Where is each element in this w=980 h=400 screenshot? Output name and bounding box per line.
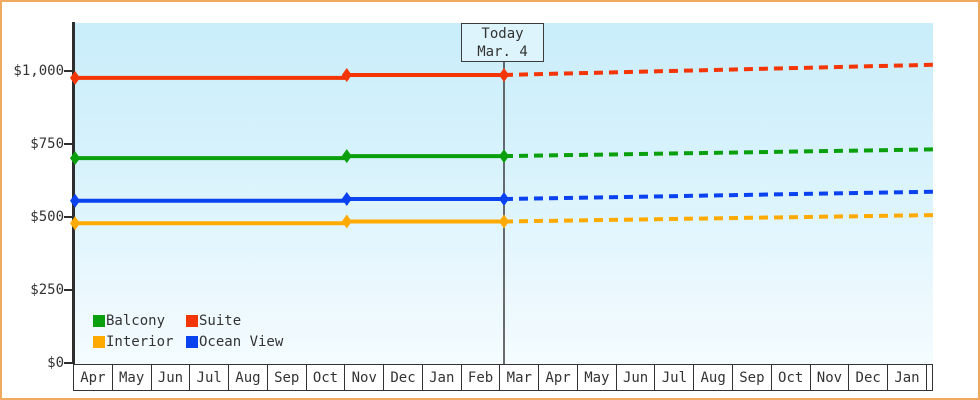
y-axis-label: $500	[30, 208, 64, 225]
y-axis-tick	[64, 215, 73, 218]
y-axis-tick	[64, 288, 73, 291]
month-label: Nov	[811, 365, 850, 390]
y-axis-tick	[64, 142, 73, 145]
month-label: Jun	[152, 365, 191, 390]
legend-label: Balcony	[106, 313, 166, 329]
month-label: May	[113, 365, 152, 390]
month-label: Apr	[74, 365, 113, 390]
legend: Balcony Suite Interior Ocean View	[93, 313, 283, 350]
month-label: Dec	[384, 365, 423, 390]
legend-swatch-balcony	[93, 315, 105, 327]
month-label: Oct	[772, 365, 811, 390]
legend-label: Ocean View	[199, 334, 284, 350]
month-label: Jun	[617, 365, 656, 390]
month-label: Nov	[345, 365, 385, 390]
y-axis-label: $250	[30, 281, 64, 298]
legend-item-ocean-view: Ocean View	[186, 334, 283, 350]
y-axis-label: $0	[47, 354, 64, 371]
month-label: May	[578, 365, 617, 390]
legend-label: Interior	[106, 334, 174, 350]
month-label: Oct	[307, 365, 346, 390]
y-axis-label: $1,000	[13, 62, 64, 79]
month-label: Jul	[190, 365, 230, 390]
legend-swatch-suite	[186, 315, 198, 327]
today-date: Mar. 4	[477, 44, 528, 60]
month-label: Jan	[423, 365, 462, 390]
month-label: Jul	[655, 365, 695, 390]
month-label: Aug	[694, 365, 734, 390]
y-axis	[72, 22, 75, 364]
legend-label: Suite	[199, 313, 242, 329]
today-annotation: Today Mar. 4	[461, 23, 544, 62]
month-label: Sep	[733, 365, 772, 390]
x-axis-months: Apr May Jun Jul Aug Sep Oct Nov Dec Jan Feb Mar Apr M…	[73, 364, 933, 391]
legend-swatch-interior	[93, 336, 105, 348]
month-label: Apr	[539, 365, 578, 390]
y-axis-tick	[64, 69, 73, 72]
month-label: Mar	[500, 365, 540, 390]
month-cell-partial	[927, 365, 932, 390]
legend-item-suite: Suite	[186, 313, 283, 329]
y-axis-tick	[64, 361, 73, 364]
legend-item-interior: Interior	[93, 334, 186, 350]
month-label: Dec	[849, 365, 889, 390]
y-axis-label: $750	[30, 135, 64, 152]
month-label: Jan	[888, 365, 927, 390]
month-label: Aug	[229, 365, 268, 390]
today-label: Today	[481, 26, 524, 42]
legend-item-balcony: Balcony	[93, 313, 186, 329]
month-label: Feb	[462, 365, 501, 390]
legend-swatch-ocean-view	[186, 336, 198, 348]
month-label: Sep	[268, 365, 307, 390]
